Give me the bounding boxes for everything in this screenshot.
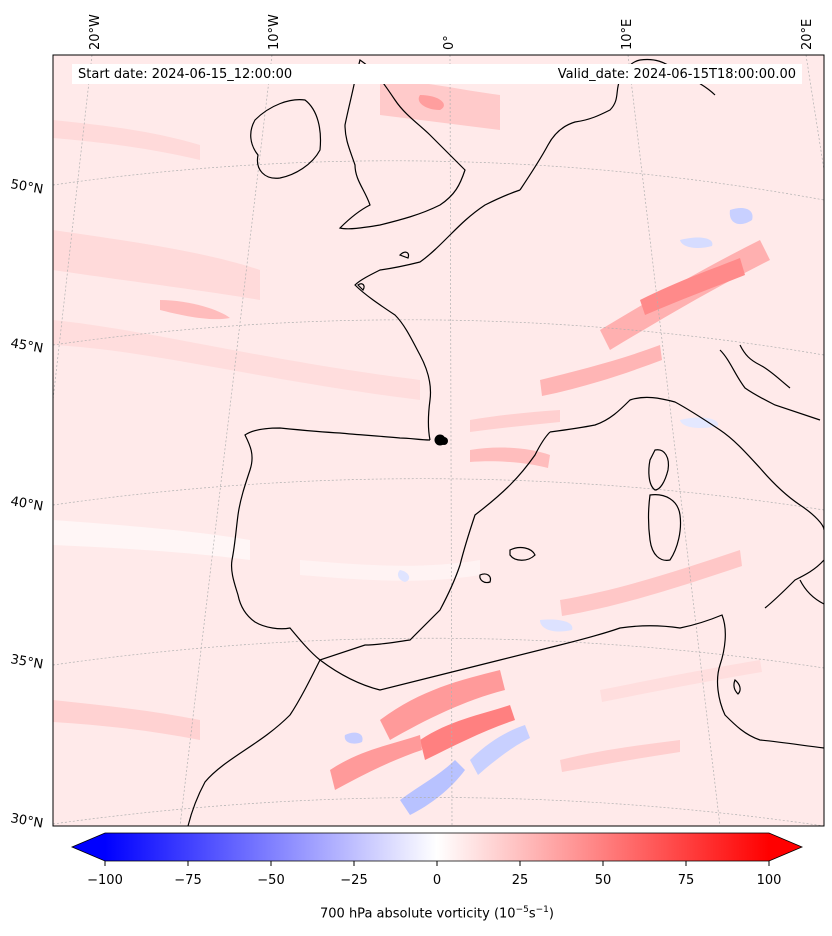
lat-label-45n: 45°N xyxy=(9,336,44,356)
colorbar-tick-label: 0 xyxy=(433,873,441,888)
colorbar-title-exp1: −5 xyxy=(515,905,529,915)
colorbar-title-mid: s xyxy=(528,906,536,922)
lon-label-10w: 10°W xyxy=(267,14,282,50)
colorbar-tick-label: 50 xyxy=(595,873,612,888)
longitude-labels: 20°W 10°W 0° 10°E 20°E xyxy=(88,14,815,50)
colorbar-tick-label: 25 xyxy=(512,873,529,888)
colorbar-tick-label: −50 xyxy=(257,873,284,888)
colorbar-title-prefix: 700 hPa absolute vorticity (10 xyxy=(320,906,516,922)
lat-label-35n: 35°N xyxy=(9,652,44,672)
map-frame xyxy=(52,54,825,827)
lat-label-50n: 50°N xyxy=(9,177,44,197)
colorbar-tick-label: −75 xyxy=(174,873,201,888)
start-date-label: Start date: 2024-06-15_12:00:00 xyxy=(78,67,293,82)
date-info-box: Start date: 2024-06-15_12:00:00 Valid_da… xyxy=(72,64,802,84)
vorticity-shading xyxy=(53,80,770,815)
colorbar-gradient xyxy=(105,833,769,861)
colorbar-title-suffix: ) xyxy=(548,906,554,922)
latitude-labels: 50°N 45°N 40°N 35°N 30°N xyxy=(9,177,44,831)
map-panel xyxy=(53,55,824,826)
colorbar: −100 −75 −50 −25 0 25 50 75 100 xyxy=(70,832,804,888)
colorbar-tick-label: 75 xyxy=(678,873,695,888)
lon-label-0: 0° xyxy=(442,35,457,50)
colorbar-min-extend xyxy=(72,833,105,861)
lon-label-20e: 20°E xyxy=(800,19,815,50)
lon-label-10e: 10°E xyxy=(620,19,635,50)
colorbar-ticks: −100 −75 −50 −25 0 25 50 75 100 xyxy=(87,861,781,888)
colorbar-tick-label: 100 xyxy=(757,873,782,888)
colorbar-title: 700 hPa absolute vorticity (10−5s−1) xyxy=(0,905,832,921)
lon-label-20w: 20°W xyxy=(88,14,103,50)
lat-label-40n: 40°N xyxy=(9,494,44,514)
colorbar-title-exp2: −1 xyxy=(535,905,549,915)
colorbar-max-extend xyxy=(769,833,802,861)
colorbar-tick-label: −25 xyxy=(340,873,367,888)
lat-label-30n: 30°N xyxy=(9,811,44,831)
colorbar-tick-label: −100 xyxy=(87,873,123,888)
valid-date-label: Valid_date: 2024-06-15T18:00:00.00 xyxy=(557,67,796,82)
graticule xyxy=(53,55,824,826)
